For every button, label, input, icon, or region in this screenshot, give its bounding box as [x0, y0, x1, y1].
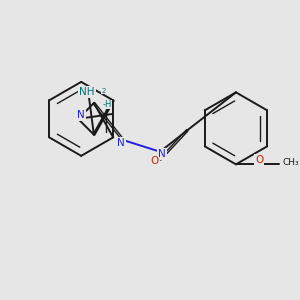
Text: CH₃: CH₃: [282, 158, 299, 167]
Text: N: N: [77, 110, 85, 120]
Text: O: O: [255, 155, 263, 166]
Text: N: N: [117, 138, 125, 148]
Text: N: N: [158, 149, 166, 159]
Text: NH: NH: [79, 87, 95, 97]
Text: -H: -H: [103, 100, 112, 109]
Text: O: O: [150, 156, 158, 167]
Text: 2: 2: [101, 88, 106, 94]
